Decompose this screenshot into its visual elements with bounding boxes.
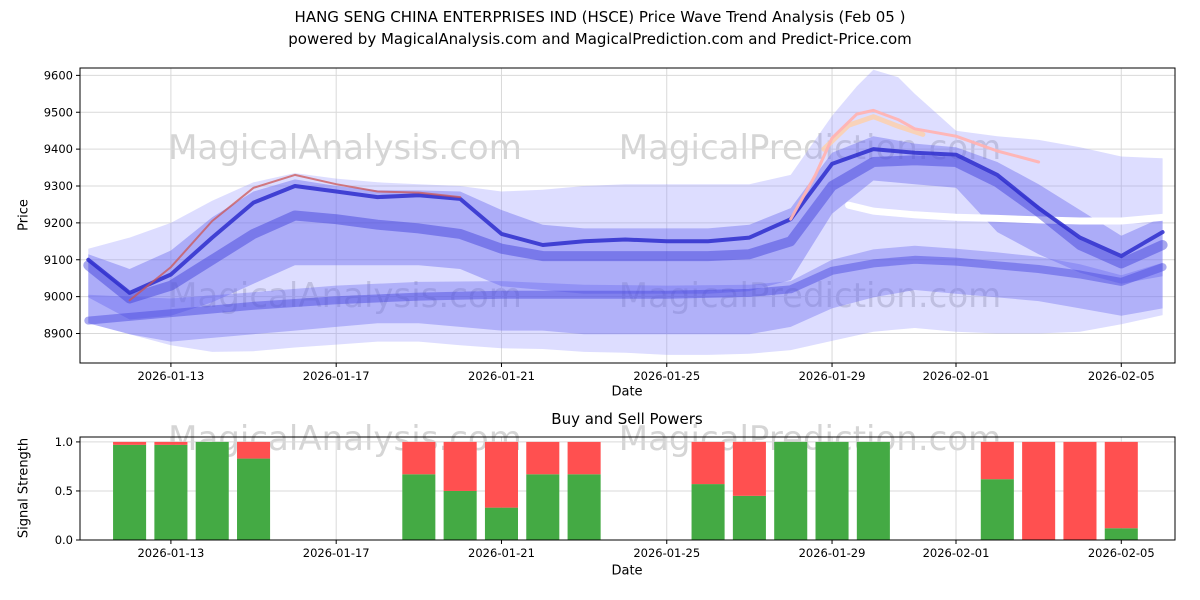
buy-power-bar (154, 444, 188, 540)
price-chart: 8900 9000 9100 9200 9300 9400 9500 9600 2026-01-… (44, 67, 1176, 383)
chart-subtitle: powered by MagicalAnalysis.com and Magic… (288, 30, 912, 48)
buy-power-bar (815, 441, 849, 540)
price-x-tick-label: 2026-01-21 (468, 369, 535, 383)
watermark-text: MagicalPrediction.com (618, 128, 1002, 168)
signal-x-tick-label: 2026-01-13 (137, 546, 204, 560)
buy-power-bar (732, 495, 766, 540)
sell-power-bar (526, 441, 560, 475)
date-axis-label-top: Date (611, 384, 643, 400)
lower-strand-line (84, 255, 1167, 325)
sell-power-bar (567, 441, 601, 475)
price-y-tick-label: 9100 (44, 253, 73, 267)
signal-y-tick-label: 1.0 (55, 435, 73, 449)
signal-x-tick-label: 2026-01-17 (303, 546, 370, 560)
pink-crest-line (789, 108, 1041, 221)
middle-wave-band (88, 136, 1163, 320)
watermark-text: MagicalAnalysis.com (168, 128, 522, 168)
signal-y-tick-label: 0.0 (55, 533, 73, 547)
buy-power-bar (856, 441, 890, 540)
price-x-tick-label: 2026-01-29 (799, 369, 866, 383)
signal-panel-title: Buy and Sell Powers (551, 410, 703, 428)
price-y-tick-label: 9200 (44, 216, 73, 230)
watermark-text: MagicalAnalysis.com (168, 276, 522, 316)
sell-power-bar (732, 441, 766, 496)
outer-halo-band (88, 69, 1163, 355)
watermark-text: MagicalPrediction.com (618, 419, 1002, 459)
price-y-tick-label: 8900 (44, 327, 73, 341)
buy-power-bar (526, 474, 560, 540)
buy-power-bar (484, 507, 518, 540)
price-y-tick-label: 9600 (44, 68, 73, 82)
sell-power-bar (113, 441, 147, 445)
signal-x-tick-label: 2026-01-25 (633, 546, 700, 560)
price-y-tick-label: 9400 (44, 142, 73, 156)
orange-crest-line (821, 114, 926, 152)
price-y-tick-label: 9500 (44, 105, 73, 119)
chart-title: HANG SENG CHINA ENTERPRISES IND (HSCE) P… (294, 8, 906, 26)
sell-power-bar (980, 441, 1014, 480)
signal-x-tick-label: 2026-01-29 (799, 546, 866, 560)
sell-power-bar (484, 441, 518, 508)
sell-power-bar (1063, 441, 1097, 540)
price-x-tick-label: 2026-01-17 (303, 369, 370, 383)
signal-x-tick-label: 2026-02-05 (1088, 546, 1155, 560)
price-x-tick-label: 2026-01-13 (137, 369, 204, 383)
price-x-tick-label: 2026-02-01 (923, 369, 990, 383)
price-axis-label: Price (16, 199, 32, 231)
signal-y-tick-label: 0.5 (55, 484, 73, 498)
buy-power-bar (443, 490, 477, 540)
price-x-tick-label: 2026-02-05 (1088, 369, 1155, 383)
date-axis-label-bottom: Date (611, 563, 643, 579)
buy-power-bar (237, 458, 271, 540)
buy-power-bar (195, 441, 229, 540)
sell-power-bar (154, 441, 188, 445)
price-plot-border (79, 67, 1176, 364)
red-ridge-line (128, 173, 462, 302)
signal-x-tick-label: 2026-02-01 (923, 546, 990, 560)
sell-power-bar (237, 441, 271, 459)
buy-power-bar (402, 474, 436, 540)
sell-power-bar (443, 441, 477, 491)
buy-power-bar (567, 474, 601, 540)
sell-power-bar (1022, 441, 1056, 540)
price-y-tick-label: 9300 (44, 179, 73, 193)
watermark-text: MagicalPrediction.com (618, 276, 1002, 316)
sell-power-bar (402, 441, 436, 475)
signal-x-tick-label: 2026-01-21 (468, 546, 535, 560)
secondary-trend-line (83, 155, 1168, 304)
signal-plot-border (79, 436, 1176, 541)
main-trend-line (86, 147, 1165, 295)
buy-power-bar (113, 444, 147, 540)
buy-power-bar (691, 484, 725, 540)
sell-power-bar (1104, 441, 1138, 529)
price-x-tick-label: 2026-01-25 (633, 369, 700, 383)
price-y-tick-label: 9000 (44, 290, 73, 304)
white-gap-line (845, 201, 1167, 225)
signal-chart: 0.0 0.5 1.0 2026-01-13 2026-01-17 2026-01-21 2… (55, 435, 1176, 560)
buy-power-bar (774, 441, 808, 540)
buy-power-bar (1104, 528, 1138, 540)
lower-wave-band (88, 245, 1163, 342)
signal-axis-label: Signal Strength (16, 437, 32, 539)
buy-power-bar (980, 479, 1014, 540)
sell-power-bar (691, 441, 725, 485)
